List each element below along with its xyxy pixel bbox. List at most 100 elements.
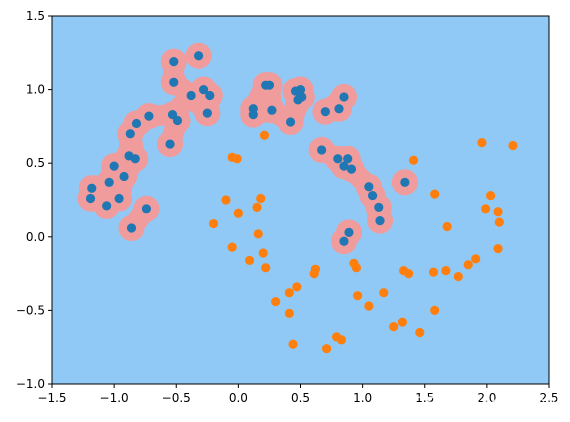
class-0-point: [344, 227, 354, 237]
class-1-point: [233, 208, 243, 218]
class-1-point: [259, 130, 270, 140]
class-1-point: [493, 207, 503, 217]
x-tick-label: −1.5: [37, 391, 66, 405]
y-tick-label: 0.5: [26, 156, 45, 170]
class-1-point: [309, 269, 319, 279]
class-1-point: [494, 217, 504, 227]
class-0-point: [333, 154, 343, 164]
class-0-point: [131, 118, 142, 129]
class-0-point: [165, 139, 175, 149]
class-1-point: [428, 267, 439, 277]
class-1-point: [227, 242, 237, 252]
class-1-point: [336, 335, 347, 345]
class-0-point: [186, 90, 196, 101]
class-1-point: [292, 282, 302, 292]
x-tick-label: −0.5: [162, 391, 191, 405]
y-axis: −1.0 −0.5 0.0 0.5 1.0 1.5: [16, 9, 52, 391]
class-0-point: [339, 236, 349, 246]
class-1-point: [471, 254, 481, 264]
class-0-point: [169, 57, 179, 67]
class-1-point: [256, 193, 266, 204]
class-1-point: [463, 260, 473, 270]
class-1-point: [321, 344, 332, 354]
class-0-point: [264, 80, 275, 90]
y-tick-label: −1.0: [16, 377, 45, 391]
y-tick-label: −0.5: [16, 303, 45, 317]
class-1-point: [397, 317, 407, 327]
class-1-point: [481, 204, 491, 214]
class-0-point: [364, 182, 374, 192]
class-1-point: [379, 288, 389, 298]
class-1-point: [244, 255, 255, 265]
class-0-point: [248, 110, 258, 120]
class-1-point: [253, 229, 263, 239]
class-0-point: [267, 105, 277, 115]
x-tick-label: 2.5: [539, 391, 558, 405]
class-1-point: [389, 321, 399, 332]
class-0-point: [194, 51, 204, 61]
data-points: [85, 51, 518, 354]
class-1-point: [232, 154, 242, 164]
class-0-point: [125, 129, 135, 139]
class-1-point: [415, 327, 425, 338]
class-0-point: [85, 193, 96, 204]
y-tick-label: 0.0: [26, 230, 45, 244]
class-1-point: [353, 291, 363, 301]
class-0-point: [205, 90, 215, 101]
class-1-point: [441, 266, 451, 276]
class-0-point: [104, 177, 114, 187]
x-tick-label: 0.0: [229, 391, 248, 405]
class-0-point: [339, 92, 349, 102]
class-1-point: [408, 155, 419, 165]
class-1-point: [364, 301, 374, 311]
class-0-point: [109, 161, 119, 171]
class-0-point: [320, 107, 330, 117]
class-0-point: [202, 108, 212, 118]
class-1-point: [430, 305, 440, 315]
class-0-point: [317, 145, 327, 155]
class-0-point: [169, 77, 179, 87]
watermark-text: CSDN @Aron’s hub: [413, 393, 566, 412]
class-1-point: [252, 202, 262, 212]
class-1-point: [284, 308, 294, 318]
class-1-point: [288, 339, 298, 349]
class-1-point: [430, 189, 440, 199]
class-1-point: [221, 195, 231, 205]
x-tick-label: 0.5: [291, 391, 310, 405]
x-axis: −1.5 −1.0 −0.5 0.0 0.5 1.0 1.5 2.0 2.5: [37, 384, 559, 405]
class-0-point: [114, 193, 124, 204]
class-0-point: [102, 201, 112, 211]
y-tick-label: 1.5: [26, 9, 45, 23]
y-tick-label: 1.0: [26, 83, 45, 97]
class-1-point: [493, 243, 503, 254]
class-0-point: [119, 171, 129, 182]
class-1-point: [477, 137, 487, 148]
class-1-point: [403, 269, 414, 279]
class-0-point: [144, 111, 154, 121]
x-tick-label: −1.0: [100, 391, 129, 405]
class-0-point: [367, 190, 378, 201]
x-tick-label: 2.0: [477, 391, 496, 405]
class-0-point: [295, 85, 306, 95]
class-0-point: [293, 95, 303, 105]
class-0-point: [130, 154, 140, 164]
class-0-point: [87, 183, 97, 193]
class-0-point: [141, 204, 152, 214]
class-1-point: [258, 248, 268, 258]
class-1-point: [486, 190, 496, 201]
class-0-point: [400, 177, 410, 187]
class-0-point: [374, 202, 384, 212]
class-1-point: [271, 296, 281, 307]
class-0-point: [198, 85, 209, 95]
class-0-point: [375, 216, 385, 226]
class-1-point: [508, 140, 518, 151]
class-1-point: [208, 218, 219, 229]
class-0-point: [339, 161, 349, 171]
class-0-point: [285, 117, 296, 127]
class-1-point: [351, 263, 362, 273]
class-1-point: [284, 288, 294, 298]
class-0-point: [172, 115, 183, 126]
class-0-point: [334, 104, 344, 114]
class-0-point: [346, 164, 357, 174]
